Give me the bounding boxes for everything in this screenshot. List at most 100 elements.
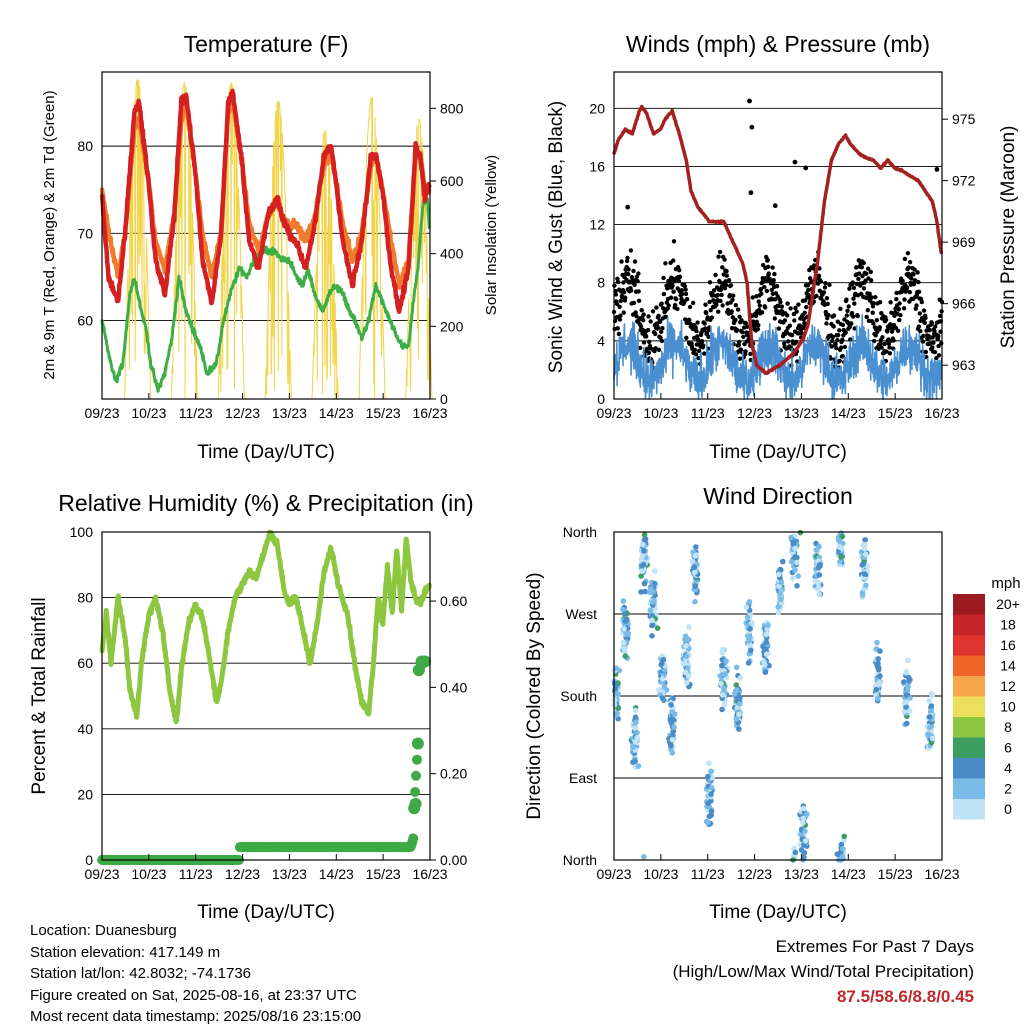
direction-point [841, 837, 847, 844]
x-tick-label: 09/23 [596, 866, 631, 882]
gust-point [701, 343, 706, 348]
gust-point [936, 343, 941, 349]
direction-point [620, 639, 627, 646]
direction-point [717, 673, 723, 679]
direction-point [795, 573, 801, 579]
direction-point [734, 705, 740, 711]
x-tick-label: 11/23 [691, 405, 725, 421]
gust-point [930, 345, 935, 350]
gust-point [907, 260, 913, 265]
gust-outlier-point [803, 165, 809, 171]
legend-label: 10 [1000, 699, 1016, 715]
gust-point [692, 347, 698, 353]
gust-point [877, 300, 883, 305]
gust-point [625, 255, 630, 261]
gust-point [920, 339, 926, 344]
gust-point [793, 305, 798, 311]
temperature-2m-series [99, 88, 432, 314]
gust-point [694, 328, 699, 334]
gust-point [794, 339, 799, 345]
gust-point [618, 313, 623, 318]
gust-point [872, 338, 877, 344]
gust-point [806, 294, 812, 300]
gust-point [806, 287, 811, 293]
rainfall-point [410, 787, 421, 797]
gust-point [830, 334, 836, 340]
gust-point [829, 344, 834, 349]
direction-point [692, 598, 698, 605]
gust-point [728, 283, 734, 288]
gust-point [873, 295, 878, 300]
gust-point [711, 288, 717, 293]
y2-tick-label: 200 [440, 318, 464, 334]
gust-point [656, 325, 661, 331]
y-tick-label: 20 [589, 100, 605, 116]
gust-point [641, 318, 646, 323]
gust-point [719, 292, 724, 298]
direction-point [901, 699, 908, 706]
gust-point [837, 328, 842, 333]
gust-point [814, 293, 819, 299]
station-pressure-series [612, 104, 943, 375]
pressure-y-label: Station Pressure (Maroon) [998, 126, 1019, 349]
gust-point [867, 291, 872, 296]
humidity-x-label: Time (Day/UTC) [197, 902, 335, 923]
gust-point [852, 301, 857, 306]
gust-point [902, 297, 907, 302]
gust-point [873, 333, 878, 338]
gust-point [843, 330, 848, 335]
gust-point [818, 279, 824, 284]
gust-point [702, 351, 707, 356]
direction-point [763, 639, 770, 645]
direction-point [737, 675, 744, 681]
gust-point [638, 324, 644, 329]
gust-point [807, 276, 813, 281]
direction-point [873, 686, 880, 693]
legend-swatch [953, 717, 985, 738]
gust-point [657, 319, 663, 324]
gust-point [874, 318, 879, 323]
legend-swatch [953, 594, 985, 615]
x-tick-label: 15/23 [366, 866, 401, 882]
winds-panel: Winds (mph) & Pressure (mb) 0 4 8 12 16 20 96… [546, 31, 1019, 463]
direction-point [766, 662, 772, 669]
direction-point [863, 582, 869, 589]
gust-point [704, 331, 710, 336]
gust-point [759, 291, 764, 296]
gust-point [663, 261, 668, 266]
gust-point [792, 318, 797, 323]
direction-point [875, 666, 882, 673]
gust-point [631, 300, 637, 306]
gust-point [902, 256, 908, 262]
gust-point [613, 292, 619, 297]
gust-point [927, 328, 932, 333]
gust-point [636, 298, 642, 303]
gust-point [898, 313, 903, 318]
x-tick-label: 14/23 [319, 405, 354, 421]
gust-point [720, 265, 725, 270]
extremes-summary: Extremes For Past 7 Days (High/Low/Max W… [673, 934, 974, 1009]
gust-point [707, 280, 713, 285]
y-tick-label: 80 [77, 590, 93, 606]
direction-point [746, 638, 752, 644]
gust-point [755, 327, 761, 332]
direction-point [804, 811, 810, 817]
direction-point [791, 540, 797, 547]
winds-x-label: Time (Day/UTC) [709, 442, 847, 463]
direction-point [706, 760, 712, 767]
gust-point [708, 308, 713, 313]
gust-point [905, 251, 911, 256]
direction-x-ticks: 09/23 10/23 11/23 12/23 13/23 14/23 15/23 16/23 [596, 854, 960, 882]
legend-label: 12 [1000, 678, 1016, 694]
direction-point [776, 583, 782, 590]
gust-point [846, 304, 851, 309]
temperature-y-label: 2m & 9m T (Red, Orange) & 2m Td (Green) [41, 90, 58, 379]
gust-point [851, 296, 856, 301]
gust-point [877, 325, 882, 330]
direction-point [719, 706, 725, 713]
gust-point [884, 349, 889, 354]
gust-point [632, 259, 638, 264]
gust-point [750, 295, 755, 300]
direction-point [705, 800, 711, 807]
gust-point [921, 308, 927, 313]
